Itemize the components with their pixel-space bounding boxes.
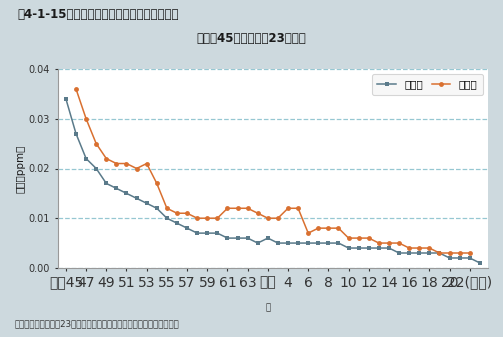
- 一般局: [477, 261, 483, 265]
- 自排局: [113, 161, 119, 165]
- 一般局: [295, 241, 301, 245]
- 一般局: [113, 186, 119, 190]
- 自排局: [154, 181, 160, 185]
- 自排局: [336, 226, 342, 230]
- 一般局: [427, 251, 433, 255]
- 自排局: [83, 117, 89, 121]
- 自排局: [427, 246, 433, 250]
- 自排局: [406, 246, 412, 250]
- 一般局: [406, 251, 412, 255]
- 一般局: [437, 251, 443, 255]
- 自排局: [255, 211, 261, 215]
- 自排局: [214, 216, 220, 220]
- 自排局: [265, 216, 271, 220]
- 一般局: [285, 241, 291, 245]
- Y-axis label: 濃度（ppm）: 濃度（ppm）: [16, 144, 26, 193]
- 一般局: [103, 181, 109, 185]
- 自排局: [103, 156, 109, 161]
- 一般局: [275, 241, 281, 245]
- Text: ２: ２: [265, 304, 271, 313]
- 一般局: [255, 241, 261, 245]
- 自排局: [234, 206, 240, 210]
- 一般局: [386, 246, 392, 250]
- 自排局: [164, 206, 170, 210]
- Line: 自排局: 自排局: [73, 87, 472, 255]
- 一般局: [396, 251, 402, 255]
- 自排局: [416, 246, 423, 250]
- 自排局: [244, 206, 250, 210]
- 一般局: [83, 156, 89, 161]
- 一般局: [73, 132, 79, 136]
- 自排局: [123, 161, 129, 165]
- 自排局: [305, 231, 311, 235]
- 自排局: [144, 161, 150, 165]
- 自排局: [73, 87, 79, 91]
- 一般局: [366, 246, 372, 250]
- 一般局: [457, 256, 463, 260]
- 一般局: [194, 231, 200, 235]
- 自排局: [376, 241, 382, 245]
- 一般局: [93, 166, 99, 171]
- 自排局: [204, 216, 210, 220]
- 自排局: [457, 251, 463, 255]
- 自排局: [93, 142, 99, 146]
- 自排局: [396, 241, 402, 245]
- 自排局: [295, 206, 301, 210]
- 一般局: [346, 246, 352, 250]
- 一般局: [416, 251, 423, 255]
- 一般局: [315, 241, 321, 245]
- 自排局: [447, 251, 453, 255]
- 一般局: [184, 226, 190, 230]
- Legend: 一般局, 自排局: 一般局, 自排局: [372, 74, 483, 95]
- 自排局: [224, 206, 230, 210]
- 一般局: [123, 191, 129, 195]
- 一般局: [305, 241, 311, 245]
- 一般局: [356, 246, 362, 250]
- 自排局: [437, 251, 443, 255]
- 一般局: [174, 221, 180, 225]
- 一般局: [336, 241, 342, 245]
- 一般局: [224, 236, 230, 240]
- 一般局: [144, 201, 150, 205]
- 一般局: [164, 216, 170, 220]
- 自排局: [356, 236, 362, 240]
- 自排局: [467, 251, 473, 255]
- 一般局: [244, 236, 250, 240]
- 一般局: [134, 196, 140, 200]
- 一般局: [265, 236, 271, 240]
- 一般局: [204, 231, 210, 235]
- 自排局: [134, 166, 140, 171]
- Line: 一般局: 一般局: [64, 97, 482, 265]
- 一般局: [234, 236, 240, 240]
- 自排局: [366, 236, 372, 240]
- Text: （昭和45年度〜平成23年度）: （昭和45年度〜平成23年度）: [197, 32, 306, 45]
- 自排局: [386, 241, 392, 245]
- 自排局: [194, 216, 200, 220]
- 自排局: [346, 236, 352, 240]
- 自排局: [315, 226, 321, 230]
- 一般局: [376, 246, 382, 250]
- 自排局: [285, 206, 291, 210]
- 一般局: [467, 256, 473, 260]
- 自排局: [275, 216, 281, 220]
- 一般局: [214, 231, 220, 235]
- Text: 図4-1-15　二酸化硫黄濃度の年平均値の推移: 図4-1-15 二酸化硫黄濃度の年平均値の推移: [18, 8, 179, 22]
- 自排局: [325, 226, 331, 230]
- 自排局: [174, 211, 180, 215]
- 自排局: [184, 211, 190, 215]
- 一般局: [154, 206, 160, 210]
- 一般局: [63, 97, 69, 101]
- Text: 資料：環境省「平成23年度大気汚染状況について（報道発表資料）」: 資料：環境省「平成23年度大気汚染状況について（報道発表資料）」: [15, 319, 180, 329]
- 一般局: [447, 256, 453, 260]
- 一般局: [325, 241, 331, 245]
